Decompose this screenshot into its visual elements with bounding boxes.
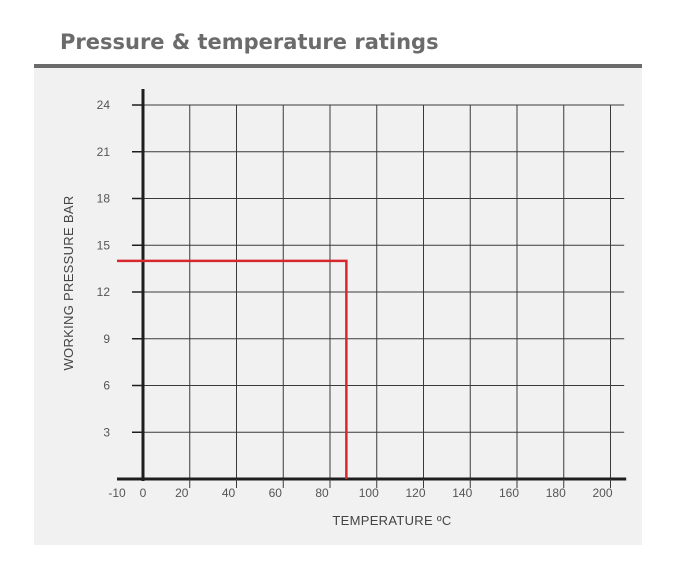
y-tick-label: 18 (97, 192, 111, 206)
y-tick-label: 12 (97, 285, 111, 299)
x-tick-label: 80 (315, 486, 329, 500)
x-axis-title: TEMPERATURE ºC (332, 513, 451, 528)
x-tick-label: 100 (359, 486, 379, 500)
x-tick-label: 200 (592, 486, 612, 500)
y-tick-label: 21 (97, 145, 111, 159)
series-group (117, 259, 348, 479)
x-tick-label: 0 (140, 486, 147, 500)
x-tick-label: 140 (452, 486, 472, 500)
tick-marks: 3 6 9 12 15 18 21 24 -10 0 20 40 60 80 100 120 140 160 180… (97, 98, 613, 500)
x-tick-label: 20 (175, 486, 189, 500)
x-tick-label: 180 (546, 486, 566, 500)
x-tick-label: 40 (222, 486, 236, 500)
grid-lines (143, 104, 625, 479)
page-title: Pressure & temperature ratings (60, 30, 439, 54)
x-tick-label: 60 (269, 486, 283, 500)
x-tick-label: 120 (405, 486, 425, 500)
y-tick-label: 24 (97, 98, 111, 112)
y-tick-label: 15 (97, 238, 111, 252)
x-tick-label: 160 (499, 486, 519, 500)
y-tick-label: 6 (103, 379, 110, 393)
title-divider (34, 64, 642, 68)
x-tick-label: -10 (108, 486, 126, 500)
rating-series-line (117, 259, 348, 479)
y-axis-title: WORKING PRESSURE BAR (61, 195, 76, 370)
y-tick-label: 9 (103, 332, 110, 346)
chart-panel (34, 68, 642, 545)
y-tick-label: 3 (103, 425, 110, 439)
chart-axes (117, 89, 627, 481)
